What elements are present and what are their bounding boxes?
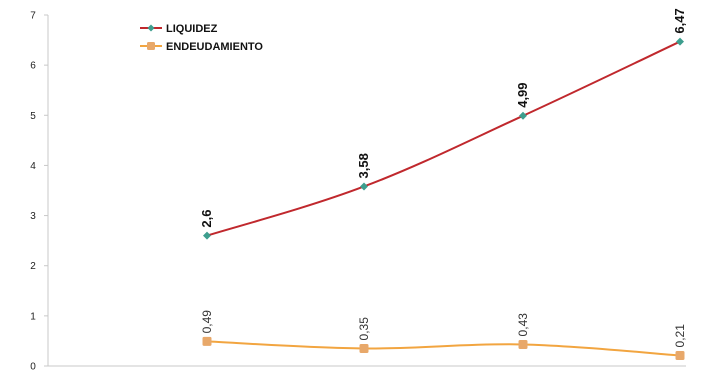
data-point	[360, 182, 368, 191]
data-labels: 2,6 3,58 4,99 6,47 0,49 0,35 0,43 0,21	[199, 8, 687, 347]
legend: LIQUIDEZ ENDEUDAMIENTO	[140, 23, 263, 53]
data-point	[675, 350, 685, 360]
legend-label: LIQUIDEZ	[166, 23, 218, 35]
series-layer	[202, 37, 685, 360]
y-tick-label: 7	[30, 11, 36, 22]
data-point	[359, 343, 369, 353]
series-liquidez	[203, 37, 684, 240]
data-label: 0,35	[357, 317, 371, 341]
data-point	[518, 339, 528, 349]
legend-label: ENDEUDAMIENTO	[166, 41, 263, 53]
series-line	[206, 340, 681, 357]
legend-marker	[147, 24, 155, 32]
legend-item: LIQUIDEZ	[140, 23, 218, 35]
y-tick-label: 1	[30, 311, 36, 322]
data-label: 0,49	[200, 310, 214, 334]
y-tick-label: 4	[30, 161, 36, 172]
data-label: 6,47	[672, 8, 687, 33]
series-line	[206, 40, 681, 237]
data-point	[519, 111, 527, 120]
y-axis-ticks: 0 1 2 3 4 5 6 7	[30, 11, 48, 371]
series-endeudamiento	[202, 336, 685, 360]
y-tick-label: 3	[30, 211, 36, 222]
data-label: 0,21	[673, 324, 687, 348]
data-point	[676, 37, 684, 46]
legend-item: ENDEUDAMIENTO	[140, 41, 263, 53]
y-tick-label: 5	[30, 111, 36, 122]
data-label: 3,58	[356, 153, 371, 178]
data-point	[203, 231, 211, 240]
y-tick-label: 0	[30, 362, 36, 371]
axis-layer	[47, 15, 686, 367]
data-label: 2,6	[199, 210, 214, 228]
y-tick-label: 6	[30, 61, 36, 72]
y-tick-label: 2	[30, 261, 36, 272]
data-point	[202, 336, 212, 346]
legend-marker	[147, 42, 155, 50]
data-label: 4,99	[515, 82, 530, 107]
data-label: 0,43	[516, 313, 530, 337]
